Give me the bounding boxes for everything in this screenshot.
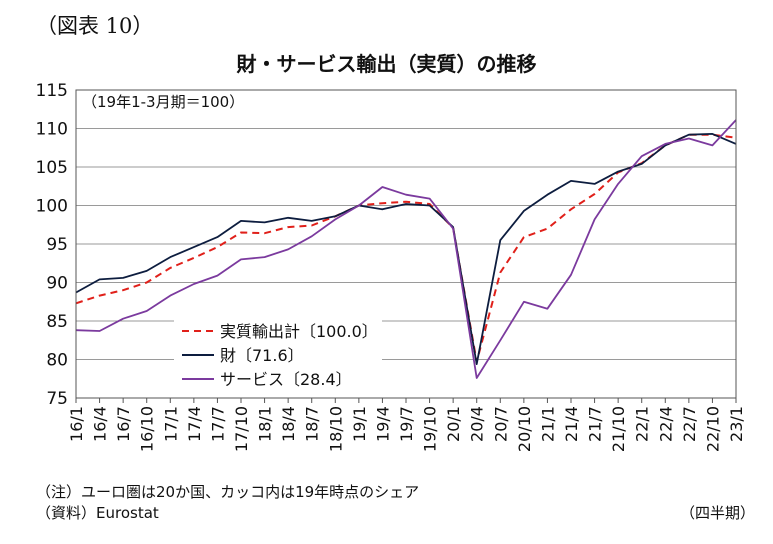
- x-tick-label: 16/4: [91, 406, 110, 442]
- y-tick-label: 75: [46, 389, 68, 409]
- x-axis-tick-labels: 16/1 16/4 16/7 16/10 17/1 17/4 17/7 17/10 18/1 18…: [67, 398, 746, 452]
- legend: 実質輸出計〔100.0〕財〔71.6〕サービス〔28.4〕: [174, 318, 382, 394]
- x-tick-label: 22/10: [703, 406, 722, 452]
- period-label: （四半期）: [679, 504, 755, 522]
- legend-label: サービス〔28.4〕: [220, 370, 352, 389]
- legend-label: 財〔71.6〕: [220, 346, 304, 365]
- series-lines: [75, 119, 737, 379]
- x-tick-label: 17/1: [161, 406, 180, 442]
- footnote-note: （注）ユーロ圏は20か国、カッコ内は19年時点のシェア: [36, 483, 420, 501]
- y-tick-label: 95: [46, 235, 68, 255]
- footnote-source: （資料）Eurostat: [36, 504, 159, 522]
- x-tick-label: 16/1: [67, 406, 86, 442]
- x-tick-label: 19/1: [350, 406, 369, 442]
- y-tick-label: 110: [36, 120, 68, 140]
- x-tick-label: 20/7: [491, 406, 510, 442]
- x-tick-label: 17/10: [232, 406, 251, 452]
- series-line-1: [75, 133, 737, 363]
- x-tick-label: 22/7: [680, 406, 699, 442]
- x-tick-label: 18/7: [303, 406, 322, 442]
- x-tick-label: 17/7: [208, 406, 227, 442]
- x-tick-label: 23/1: [727, 406, 746, 442]
- legend-label: 実質輸出計〔100.0〕: [220, 322, 378, 341]
- x-tick-label: 17/4: [185, 406, 204, 442]
- x-tick-label: 21/4: [562, 406, 581, 442]
- x-tick-label: 18/4: [279, 406, 298, 442]
- x-tick-label: 20/1: [444, 406, 463, 442]
- x-tick-label: 16/10: [138, 406, 157, 452]
- y-tick-label: 105: [36, 158, 68, 178]
- gridlines: [76, 89, 736, 399]
- x-tick-label: 19/4: [373, 406, 392, 442]
- y-axis-tick-labels: 75 80 85 90 95 100 105 110 115: [36, 81, 68, 409]
- y-tick-label: 100: [36, 197, 68, 217]
- x-tick-label: 19/7: [397, 406, 416, 442]
- x-tick-label: 16/7: [114, 406, 133, 442]
- y-tick-label: 90: [46, 274, 68, 294]
- x-tick-label: 19/10: [421, 406, 440, 452]
- chart-title: 財・サービス輸出（実質）の推移: [236, 52, 537, 76]
- x-tick-label: 18/1: [256, 406, 275, 442]
- x-tick-label: 21/10: [609, 406, 628, 452]
- series-line-2: [75, 132, 737, 366]
- x-tick-label: 22/1: [633, 406, 652, 442]
- x-tick-label: 20/10: [515, 406, 534, 452]
- x-tick-label: 21/7: [586, 406, 605, 442]
- x-tick-label: 21/1: [538, 406, 557, 442]
- chart-subtitle: （19年1-3月期＝100）: [82, 93, 244, 111]
- x-tick-label: 22/4: [656, 406, 675, 442]
- y-tick-label: 115: [36, 81, 68, 101]
- series-line-3: [75, 119, 737, 379]
- plot-frame: [75, 89, 737, 399]
- x-tick-label: 20/4: [468, 406, 487, 442]
- figure-label: （図表 10）: [36, 14, 154, 38]
- x-tick-label: 18/10: [326, 406, 345, 452]
- y-tick-label: 80: [46, 351, 68, 371]
- y-tick-label: 85: [46, 312, 68, 332]
- subtitle-background: [80, 92, 262, 114]
